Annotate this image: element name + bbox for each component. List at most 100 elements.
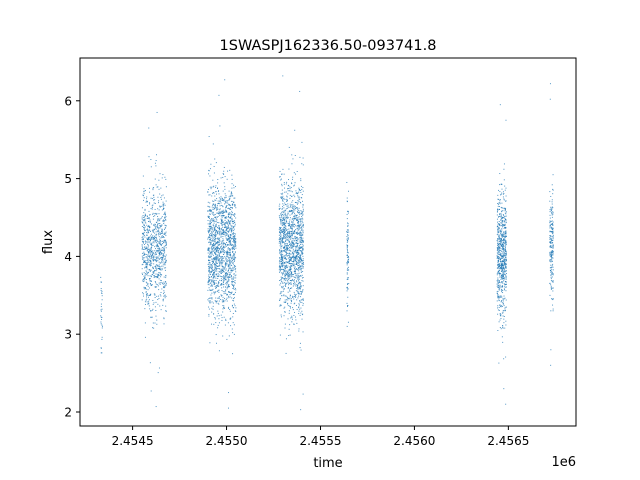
data-point [288, 179, 290, 181]
data-point [500, 318, 502, 320]
data-point [293, 253, 295, 255]
data-point [227, 281, 229, 283]
data-point [164, 211, 166, 213]
data-point [143, 248, 145, 250]
data-point [229, 261, 231, 263]
data-point [289, 294, 291, 296]
data-point [220, 252, 222, 254]
data-point [220, 314, 222, 316]
data-point [230, 270, 232, 272]
data-point [496, 300, 498, 302]
data-point [141, 248, 143, 250]
data-point [279, 176, 281, 178]
data-point [229, 240, 231, 242]
data-point [152, 213, 154, 215]
data-point [347, 261, 349, 263]
data-point [215, 287, 217, 289]
data-point [207, 228, 209, 230]
data-point [150, 237, 152, 239]
data-point [296, 214, 298, 216]
data-point [280, 251, 282, 253]
data-point [230, 200, 232, 202]
data-point [154, 276, 156, 278]
data-point [284, 229, 286, 231]
data-point [229, 252, 230, 254]
data-point [157, 250, 159, 252]
data-point [101, 295, 103, 297]
data-point [234, 287, 236, 289]
data-point [549, 252, 551, 254]
data-point [347, 225, 349, 227]
data-point [164, 264, 166, 266]
data-point [215, 226, 217, 228]
data-point [231, 261, 233, 263]
data-point [227, 256, 229, 258]
data-point [143, 188, 145, 190]
data-point [157, 303, 159, 305]
data-point [215, 297, 217, 299]
data-point [297, 290, 299, 292]
data-point [159, 274, 161, 276]
x-axis-ticks: 2.4545 2.4550 2.4555 2.4560 2.4565 [112, 426, 529, 448]
data-point [165, 295, 167, 297]
data-point [158, 251, 160, 253]
data-point [229, 250, 231, 252]
data-point [347, 229, 349, 231]
data-point [221, 199, 223, 201]
data-point [209, 257, 211, 259]
data-point [504, 276, 506, 278]
data-point [153, 252, 155, 254]
data-point [145, 293, 147, 295]
data-point [296, 257, 298, 259]
data-point [288, 228, 290, 230]
data-point [279, 299, 281, 301]
data-point [281, 261, 283, 263]
data-point [284, 216, 286, 218]
chart-title: 1SWASPJ162336.50-093741.8 [220, 38, 437, 54]
data-point [217, 247, 219, 249]
data-point [222, 232, 224, 234]
data-point [292, 245, 294, 247]
data-point [147, 237, 149, 239]
data-point [283, 228, 285, 230]
data-point [497, 250, 499, 252]
data-point [296, 308, 298, 310]
data-point [159, 305, 161, 307]
data-point [288, 247, 290, 249]
data-point [288, 168, 290, 170]
data-point [226, 227, 228, 229]
data-point [219, 248, 221, 250]
data-point [225, 319, 227, 321]
data-point [163, 220, 165, 222]
data-point [227, 170, 229, 172]
data-point [213, 271, 214, 273]
data-point [230, 242, 232, 244]
data-point [287, 222, 289, 224]
data-point [281, 206, 283, 208]
data-point [212, 267, 214, 269]
data-point [162, 287, 164, 289]
data-point [285, 272, 287, 274]
data-point [498, 266, 500, 268]
data-point [224, 227, 226, 229]
data-point [279, 266, 281, 268]
data-point [299, 250, 301, 252]
x-tick-label: 2.4555 [299, 434, 341, 448]
data-point [162, 299, 164, 301]
data-point [300, 218, 302, 220]
data-point [227, 202, 229, 204]
data-point [278, 215, 280, 217]
data-point [283, 249, 285, 251]
data-point [219, 258, 220, 260]
data-point [234, 265, 236, 267]
data-point [283, 236, 285, 238]
data-point [295, 252, 297, 254]
data-point [297, 244, 299, 246]
data-point [550, 247, 552, 249]
data-point [156, 241, 158, 243]
data-point [283, 216, 285, 218]
data-point [208, 242, 210, 244]
data-point [212, 208, 214, 210]
data-point [285, 254, 287, 256]
data-point [100, 303, 102, 305]
